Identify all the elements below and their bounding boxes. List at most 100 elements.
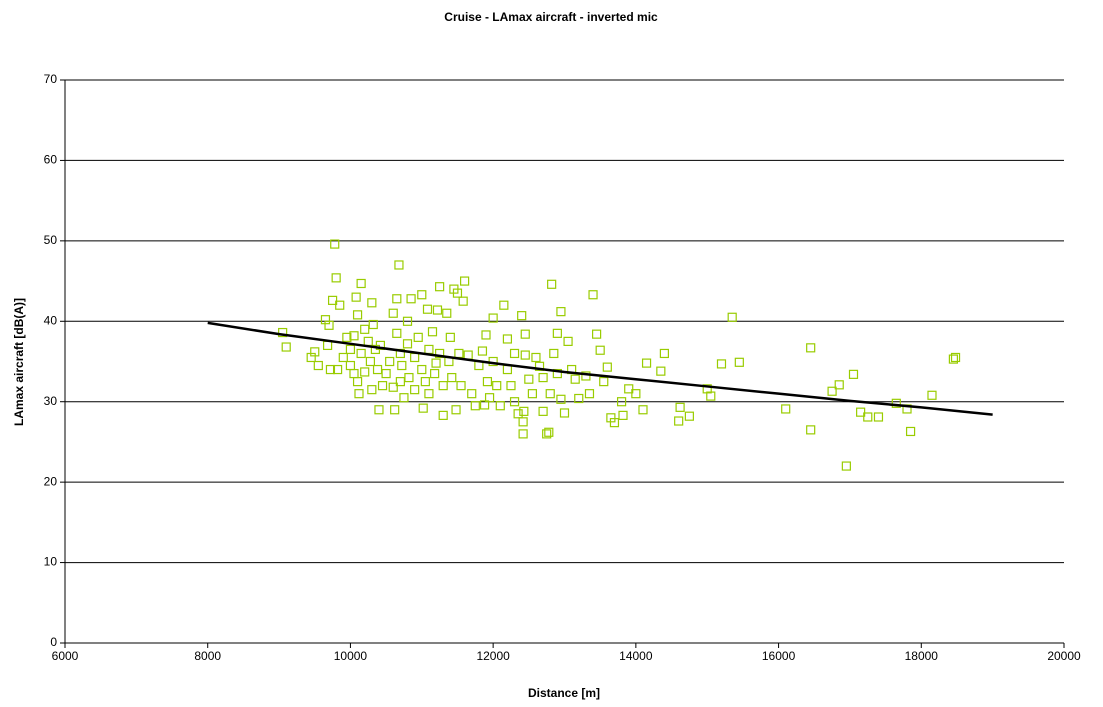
point: [781, 404, 791, 414]
point: [482, 377, 493, 387]
x-tick-label: 12000: [476, 649, 510, 663]
point: [595, 345, 605, 355]
point: [948, 354, 958, 364]
point: [392, 294, 402, 304]
point: [432, 305, 443, 315]
point: [481, 330, 491, 340]
point: [848, 369, 859, 379]
point: [574, 393, 584, 404]
point: [545, 389, 555, 399]
point: [381, 368, 391, 379]
point: [891, 398, 901, 408]
point: [588, 290, 598, 300]
point: [841, 461, 851, 471]
point: [470, 401, 480, 411]
point: [352, 377, 363, 387]
point: [424, 344, 434, 355]
point: [368, 319, 378, 330]
y-tick-label: 10: [44, 555, 58, 569]
x-tick-label: 20000: [1047, 649, 1081, 663]
y-tick-label: 30: [44, 394, 58, 408]
point: [281, 342, 291, 352]
point: [492, 381, 502, 391]
point: [675, 402, 685, 412]
point: [631, 389, 641, 399]
point: [716, 359, 727, 369]
point: [544, 427, 554, 437]
point: [447, 372, 457, 383]
point: [435, 348, 445, 359]
x-axis-label: Distance [m]: [528, 686, 600, 700]
point: [538, 372, 548, 383]
point: [438, 410, 448, 420]
point: [599, 377, 609, 387]
point: [538, 406, 548, 416]
point: [367, 385, 377, 395]
y-tick-label: 0: [50, 635, 57, 649]
point: [616, 397, 627, 407]
point: [509, 348, 520, 359]
point: [402, 316, 413, 326]
point: [506, 381, 516, 391]
point: [684, 411, 694, 421]
point: [520, 329, 530, 339]
y-tick-label: 60: [44, 153, 58, 167]
point: [905, 426, 916, 437]
point: [484, 393, 495, 403]
point: [927, 390, 937, 400]
point: [354, 389, 364, 399]
point: [609, 418, 620, 428]
point: [581, 371, 591, 381]
point: [445, 332, 455, 342]
point: [345, 344, 356, 355]
y-tick-label: 20: [44, 474, 58, 488]
y-tick-label: 40: [44, 313, 58, 327]
point: [460, 276, 470, 286]
point: [410, 352, 420, 363]
point: [863, 412, 873, 422]
point: [463, 350, 473, 360]
point: [456, 381, 466, 391]
point: [451, 405, 461, 415]
y-tick-label: 50: [44, 233, 58, 247]
point: [570, 374, 580, 384]
point: [374, 405, 384, 415]
point: [502, 334, 513, 344]
point: [950, 352, 961, 363]
point: [322, 340, 333, 351]
point: [342, 332, 352, 342]
point: [375, 340, 385, 351]
point: [806, 343, 816, 353]
x-tick-label: 16000: [762, 649, 796, 663]
point: [377, 381, 388, 391]
point: [313, 360, 323, 371]
point: [435, 282, 445, 292]
point: [734, 357, 744, 367]
point: [856, 407, 866, 417]
point: [351, 292, 361, 302]
point: [417, 290, 427, 300]
point: [349, 331, 359, 341]
point: [674, 416, 684, 426]
point: [602, 362, 612, 372]
point: [360, 367, 370, 377]
point: [534, 361, 545, 371]
point: [330, 239, 340, 249]
point: [367, 298, 377, 308]
point: [392, 328, 402, 338]
point: [488, 313, 498, 323]
point: [618, 410, 628, 420]
point: [332, 364, 343, 375]
point: [520, 350, 530, 360]
point: [527, 389, 537, 399]
point: [479, 400, 490, 410]
point: [431, 358, 441, 368]
point: [352, 310, 363, 320]
point: [430, 368, 440, 379]
point: [388, 382, 398, 392]
point: [363, 336, 373, 346]
point: [518, 429, 528, 439]
point: [324, 320, 334, 330]
point: [638, 405, 648, 415]
